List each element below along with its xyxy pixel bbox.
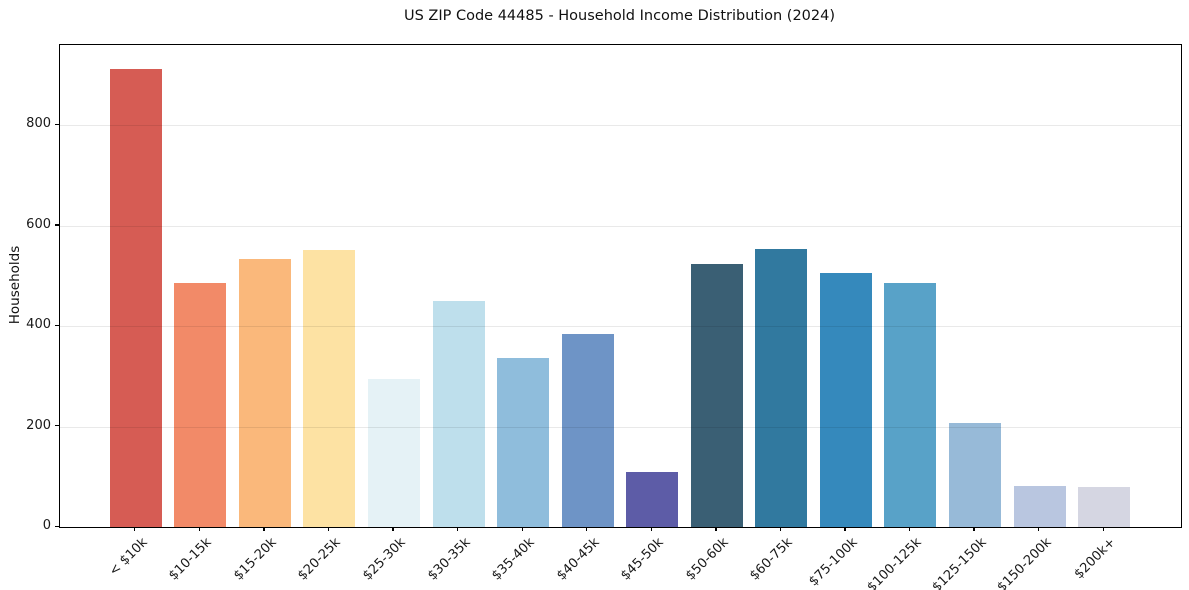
x-tick-label: $40-45k: [553, 535, 603, 584]
x-tick-label: $60-75k: [747, 535, 796, 584]
bar-15: [1013, 486, 1066, 527]
bar-3: [238, 259, 291, 527]
bar-2: [174, 283, 227, 527]
bar-16: [1078, 487, 1131, 527]
x-tick-label: $100-125k: [864, 535, 926, 590]
bar-13: [884, 283, 937, 527]
x-tick-label: $20-25k: [295, 535, 344, 584]
bar-5: [367, 378, 420, 527]
x-tick: [973, 527, 975, 532]
x-tick-label: $10-15k: [166, 535, 215, 584]
y-tick: [54, 123, 59, 126]
bar-1: [109, 69, 162, 527]
x-tick-label: $25-30k: [360, 535, 409, 584]
x-tick: [779, 527, 782, 532]
x-tick-label: $150-200k: [993, 535, 1055, 590]
x-tick-label: $15-20k: [230, 535, 280, 584]
x-tick: [586, 527, 588, 532]
x-tick: [457, 527, 459, 532]
bar-11: [755, 249, 808, 527]
y-tick-label: 200: [26, 417, 51, 433]
y-tick: [54, 224, 59, 226]
x-tick: [327, 527, 330, 532]
gridline: [60, 326, 1181, 328]
x-tick: [844, 527, 846, 532]
gridline: [60, 426, 1181, 428]
bar-4: [303, 249, 356, 527]
x-tick-label: $200k+: [1071, 535, 1119, 583]
x-tick-label: $50-60k: [682, 535, 732, 584]
y-tick: [54, 425, 59, 427]
x-tick-label: $75-100k: [806, 535, 861, 590]
x-tick: [134, 527, 136, 532]
bar-6: [432, 301, 485, 527]
x-tick: [1038, 527, 1040, 532]
chart-title: US ZIP Code 44485 - Household Income Dis…: [403, 8, 836, 24]
x-tick: [650, 527, 652, 532]
x-tick: [198, 527, 201, 532]
bar-8: [561, 333, 614, 527]
y-tick: [54, 525, 59, 527]
bar-9: [626, 471, 679, 527]
plot-area: [59, 44, 1182, 528]
x-tick: [392, 527, 394, 532]
y-tick-label: 0: [42, 518, 51, 533]
x-tick: [908, 527, 911, 532]
x-tick-label: $35-40k: [489, 535, 538, 584]
y-tick-label: 800: [26, 116, 51, 132]
x-tick-label: $125-150k: [929, 535, 990, 590]
bar-7: [497, 358, 550, 527]
y-axis-label: Households: [7, 245, 23, 325]
bar-12: [819, 272, 872, 527]
y-tick-label: 400: [26, 317, 51, 333]
x-tick-label: < $10k: [106, 535, 151, 580]
x-tick-label: $30-35k: [424, 535, 474, 584]
bar-14: [948, 423, 1001, 527]
x-tick-label: $45-50k: [618, 535, 667, 584]
x-tick: [1102, 527, 1104, 532]
y-tick: [54, 324, 59, 326]
bar-10: [690, 263, 743, 527]
gridline: [60, 125, 1181, 127]
x-tick: [715, 527, 717, 532]
x-tick: [263, 527, 265, 532]
x-tick: [521, 527, 523, 532]
gridline: [60, 225, 1181, 227]
y-tick-label: 600: [26, 216, 51, 232]
